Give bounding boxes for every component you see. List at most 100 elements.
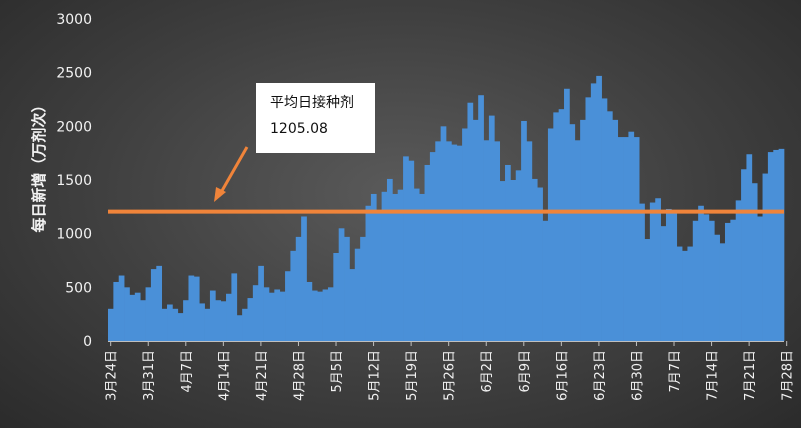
bar: [703, 214, 710, 341]
bar: [408, 160, 415, 341]
x-tick-label: 7月14日: [706, 350, 721, 401]
bar: [156, 265, 163, 341]
bar: [311, 290, 318, 341]
bar: [649, 202, 656, 341]
bar: [113, 281, 120, 341]
bar: [612, 119, 619, 341]
bar: [419, 193, 425, 341]
bar: [767, 152, 774, 341]
bar: [242, 308, 248, 341]
y-axis-ticks: 0 500 1000 1500 2000 2500 3000: [56, 12, 92, 350]
y-axis-label: 每日新增（万剂次）: [30, 97, 48, 232]
bar: [349, 269, 356, 341]
x-tick-label: 5月26日: [443, 350, 458, 401]
bar: [531, 178, 538, 341]
bar: [778, 148, 785, 341]
bar: [354, 248, 361, 341]
bar: [124, 287, 130, 341]
bar: [488, 115, 495, 341]
bar: [279, 291, 286, 341]
x-tick-label: 4月14日: [217, 350, 232, 401]
bar: [483, 140, 490, 341]
bar: [274, 289, 281, 341]
bar: [188, 275, 195, 341]
bar: [403, 156, 409, 341]
bar: [628, 131, 635, 341]
x-tick-label: 5月12日: [368, 350, 383, 401]
bar: [714, 234, 720, 341]
x-tick-label: 6月30日: [630, 350, 645, 401]
bar: [172, 308, 179, 341]
bar: [134, 292, 141, 341]
x-tick-label: 4月7日: [180, 350, 195, 393]
bar: [478, 95, 484, 342]
bar: [751, 183, 758, 341]
bar: [397, 189, 404, 341]
bar: [574, 140, 581, 341]
bar: [429, 152, 436, 341]
bar: [145, 287, 152, 341]
bar: [585, 97, 592, 341]
y-tick-label: 3000: [56, 12, 92, 28]
bar: [762, 173, 769, 341]
bar: [199, 303, 205, 341]
bar: [204, 308, 211, 341]
x-tick-label: 5月5日: [330, 350, 345, 393]
x-tick-label: 7月7日: [668, 350, 683, 393]
bar: [167, 304, 173, 341]
bar: [623, 137, 629, 341]
bar: [660, 226, 667, 341]
bar: [177, 313, 184, 341]
bar: [494, 141, 501, 341]
bar: [365, 205, 372, 341]
bar: [639, 203, 645, 341]
bar: [413, 188, 420, 341]
average-callout: 平均日接种剂1205.08: [256, 83, 375, 153]
bar: [499, 181, 506, 341]
x-tick-label: 3月31日: [142, 350, 157, 401]
bar: [322, 289, 329, 341]
bar: [295, 236, 302, 341]
bar: [558, 109, 565, 341]
bar: [290, 250, 297, 341]
bar: [193, 276, 200, 341]
bar: [338, 228, 345, 341]
bar: [236, 315, 243, 341]
bar: [617, 137, 624, 341]
bar: [108, 308, 114, 341]
bar: [537, 187, 543, 341]
bar: [344, 236, 350, 341]
bar: [467, 102, 474, 341]
bar: [220, 301, 227, 341]
bar: [456, 145, 463, 341]
bar: [564, 88, 570, 342]
bar: [547, 128, 554, 341]
bar: [515, 170, 522, 341]
bar: [327, 287, 334, 341]
bar: [676, 246, 683, 341]
average-callout-text: 平均日接种剂1205.08: [270, 95, 354, 137]
x-tick-label: 5月19日: [405, 350, 420, 401]
bar: [370, 193, 377, 341]
bar: [301, 216, 307, 341]
bar: [462, 128, 468, 341]
y-tick-label: 0: [83, 334, 92, 350]
bar: [376, 212, 382, 341]
bars-group: [108, 75, 785, 342]
bar: [252, 285, 259, 341]
bar: [682, 250, 688, 341]
x-tick-label: 4月21日: [255, 350, 270, 401]
bar: [161, 308, 168, 341]
bar: [183, 300, 189, 341]
x-axis-ticks: 3月24日 3月31日 4月7日 4月14日 4月21日 4月28日 5月5日 5月12日 5月…: [105, 341, 796, 401]
bar: [510, 180, 517, 341]
bar: [730, 219, 737, 341]
bar: [440, 126, 447, 341]
y-tick-label: 1000: [56, 227, 92, 243]
bar: [333, 252, 340, 341]
bar: [285, 271, 291, 341]
bar: [553, 112, 560, 341]
bar: [665, 208, 672, 341]
bar: [268, 292, 275, 341]
bar: [655, 198, 661, 341]
